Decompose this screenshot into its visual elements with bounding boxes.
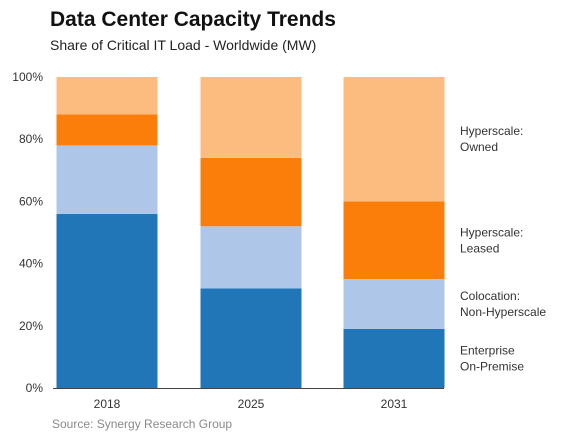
bars: [56, 77, 445, 388]
y-tick-label: 20%: [19, 319, 43, 333]
y-tick-label: 40%: [19, 257, 43, 271]
chart-title: Data Center Capacity Trends: [50, 8, 336, 31]
x-tick-label: 2018: [94, 397, 121, 411]
bar-segment-2018-enterprise: [56, 213, 158, 388]
bar-segment-2018-hyperscale: [56, 77, 158, 115]
bar-segment-2018-hyperscale: [56, 114, 158, 146]
y-tick-label: 0%: [26, 381, 44, 395]
bar-segment-2025-enterprise: [200, 288, 302, 388]
legend-label-hyperscale: Hyperscale: Owned: [460, 124, 523, 154]
chart-subtitle: Share of Critical IT Load - Worldwide (M…: [50, 37, 317, 53]
x-tick-label: 2031: [381, 397, 408, 411]
bar-segment-2031-hyperscale: [343, 201, 445, 280]
legend: Enterprise On-Premise Colocation: Non-Hyper…: [460, 124, 546, 373]
bar-segment-2018-colocation: [56, 145, 158, 214]
legend-label-hyperscale: Hyperscale: Leased: [460, 225, 523, 255]
x-tick-label: 2025: [238, 397, 265, 411]
bar-segment-2025-hyperscale: [200, 77, 302, 158]
bar-segment-2025-colocation: [200, 226, 302, 289]
y-axis: 0% 20% 40% 60% 80% 100%: [12, 70, 43, 395]
bar-segment-2031-hyperscale: [343, 77, 445, 202]
source-note: Source: Synergy Research Group: [52, 417, 233, 431]
bar-segment-2031-enterprise: [343, 328, 445, 388]
x-axis: 2018 2025 2031: [53, 388, 444, 411]
y-tick-label: 100%: [12, 70, 43, 84]
legend-label-colocation: Colocation: Non-Hyperscale: [460, 289, 546, 319]
bar-segment-2031-colocation: [343, 279, 445, 329]
bar-segment-2025-hyperscale: [200, 157, 302, 227]
y-tick-label: 60%: [19, 194, 43, 208]
legend-label-enterprise: Enterprise On-Premise: [460, 343, 524, 373]
y-tick-label: 80%: [19, 132, 43, 146]
